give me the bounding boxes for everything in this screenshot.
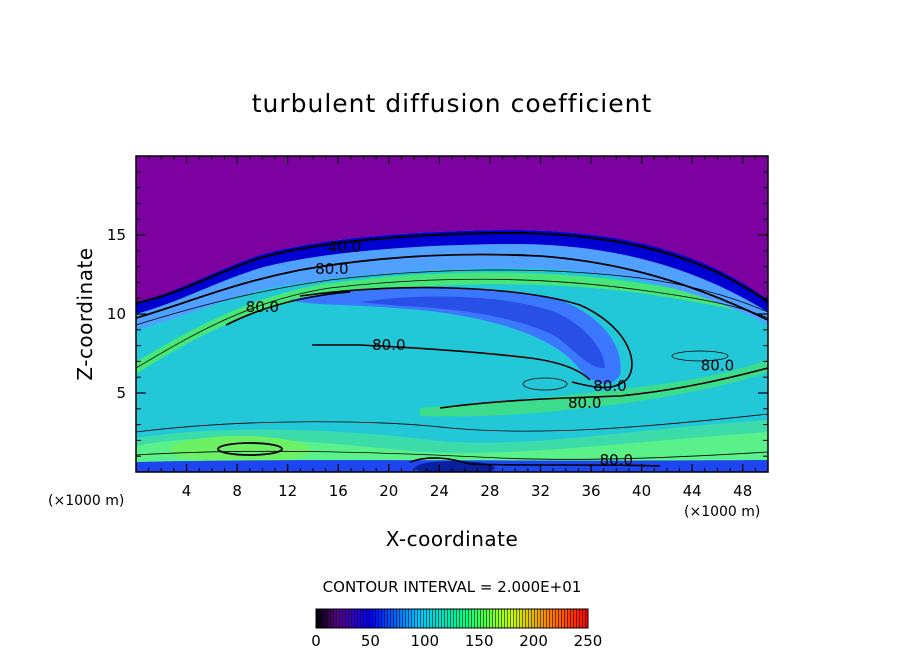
x-tick-label: 24	[430, 482, 449, 500]
contour-line-thin-3	[136, 413, 768, 433]
colorbar-ticks: 0 50 100 150 200 250	[311, 632, 602, 650]
y-tick-label: 15	[107, 226, 126, 244]
colorbar-tick-label: 100	[410, 632, 439, 650]
contour-label: 80.0	[372, 336, 405, 354]
contour-line-40	[136, 231, 768, 304]
y-tick-label: 10	[107, 305, 126, 323]
field-ribbon-lower	[420, 360, 768, 417]
colorbar-stripes	[316, 609, 588, 628]
x-tick-label: 44	[683, 482, 702, 500]
colorbar-frame	[315, 608, 589, 629]
x-tick-label: 28	[480, 482, 499, 500]
y-tick-label: 5	[116, 384, 126, 402]
contour-line-blob	[217, 442, 283, 456]
contour-line-80-mid	[312, 344, 591, 381]
contour-label: 80.0	[600, 451, 633, 469]
x-tick-label: 36	[581, 482, 600, 500]
colorbar-tick-label: 0	[311, 632, 321, 650]
x-tick-label: 12	[278, 482, 297, 500]
x-tick-label: 48	[733, 482, 752, 500]
contour-line-green-patch	[522, 377, 568, 391]
y-axis-ticks: 5 10 15	[107, 171, 768, 457]
contour-line-thin-2	[136, 278, 768, 369]
x-tick-label: 40	[632, 482, 651, 500]
colorbar	[315, 608, 589, 629]
contour-label: 80.0	[246, 298, 279, 316]
x-tick-label: 4	[182, 482, 192, 500]
x-tick-label: 16	[329, 482, 348, 500]
contour-interval-note: CONTOUR INTERVAL = 2.000E+01	[323, 578, 582, 596]
colorbar-tick-label: 150	[465, 632, 494, 650]
x-unit-label-right: (×1000 m)	[684, 504, 760, 520]
x-tick-label: 32	[531, 482, 550, 500]
x-tick-label: 8	[232, 482, 242, 500]
x-unit-label: (×1000 m)	[48, 493, 124, 509]
contour-line-80-left	[225, 291, 351, 326]
contour-line-80-lower	[439, 367, 768, 409]
contour-line-thin-1	[136, 269, 768, 326]
contour-label: 80.0	[701, 356, 734, 374]
contour-field	[136, 156, 768, 472]
contour-label: 80.0	[593, 377, 626, 395]
contour-line-80-upper	[136, 253, 768, 321]
colorbar-tick-label: 250	[574, 632, 603, 650]
contour-labels: 40.080.080.080.080.080.080.080.0	[246, 238, 734, 469]
contour-line-right-blob	[671, 350, 729, 362]
contour-line-bottom	[409, 457, 661, 467]
y-axis-label: Z-coordinate	[73, 247, 97, 380]
contour-lines	[136, 231, 768, 467]
contour-line-tongue	[299, 286, 633, 389]
field-blue-tongue-core	[360, 296, 605, 369]
field-ribbon-green	[136, 272, 768, 374]
x-tick-label: 20	[379, 482, 398, 500]
chart-title: turbulent diffusion coefficient	[252, 89, 653, 118]
contour-label: 80.0	[315, 260, 348, 278]
x-axis-ticks: 4 8 12 16 20 24 28 32 36 40 44 48	[148, 156, 756, 500]
x-axis-label: X-coordinate	[386, 527, 519, 551]
contour-line-thin-4	[136, 450, 768, 460]
contour-label: 40.0	[328, 238, 361, 256]
field-green-blob	[170, 436, 310, 464]
colorbar-tick-label: 50	[361, 632, 380, 650]
contour-label: 80.0	[568, 394, 601, 412]
colorbar-tick-label: 200	[519, 632, 548, 650]
field-purple-top	[136, 156, 768, 302]
